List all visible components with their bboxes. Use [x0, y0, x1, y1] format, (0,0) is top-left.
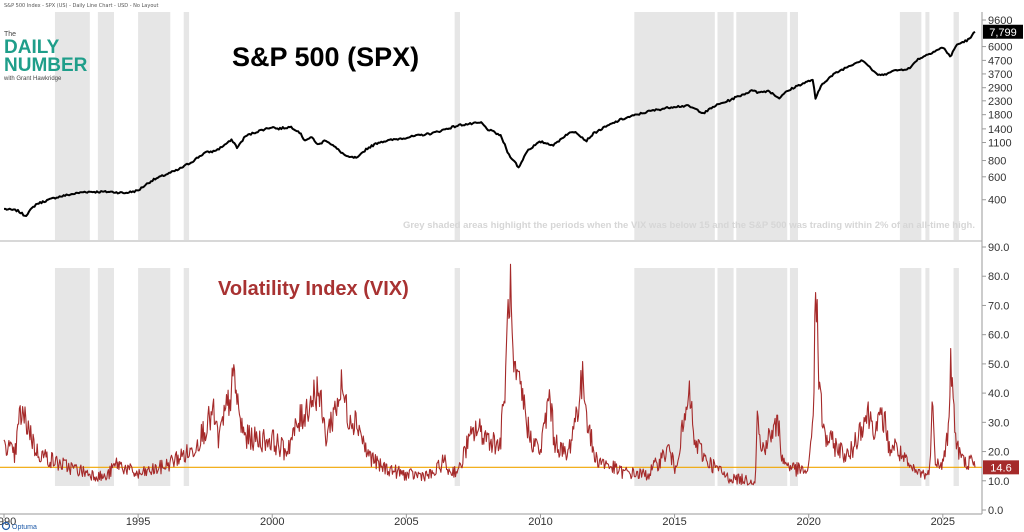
brand-daily: DAILY [4, 37, 60, 58]
shaded-period [138, 12, 171, 240]
shaded-period [97, 12, 114, 240]
vix-tick-label: 50.0 [988, 359, 1009, 371]
time-tick-label: 2025 [931, 516, 955, 528]
vix-tick-label: 10.0 [988, 476, 1009, 488]
spx-title: S&P 500 (SPX) [232, 42, 419, 72]
time-tick-label: 2020 [796, 516, 820, 528]
shaded-period [925, 268, 930, 486]
time-tick-label: 2000 [260, 516, 284, 528]
brand-number: NUMBER [4, 55, 88, 76]
vix-last-value-badge: 14.6 [983, 460, 1019, 475]
shaded-period [899, 12, 922, 240]
spx-tick-label: 1800 [988, 110, 1012, 122]
spx-tick-label: 4700 [988, 55, 1012, 67]
spx-tick-label: 9600 [988, 15, 1012, 27]
vix-title: Volatility Index (VIX) [218, 278, 409, 300]
vix-tick-label: 40.0 [988, 388, 1009, 400]
shaded-period [925, 12, 930, 240]
shaded-period [717, 268, 734, 486]
spx-tick-label: 1100 [988, 138, 1012, 150]
shaded-period [789, 12, 798, 240]
spx-tick-label: 800 [988, 156, 1006, 168]
vix-tick-label: 70.0 [988, 300, 1009, 312]
shaded-period [736, 268, 788, 486]
spx-tick-label: 2300 [988, 96, 1012, 108]
shaded-period [736, 12, 788, 240]
shaded-period [899, 268, 922, 486]
time-tick-label: 2015 [662, 516, 686, 528]
vix-tick-label: 0.0 [988, 505, 1003, 517]
shaded-period [54, 12, 90, 240]
shaded-period [183, 268, 190, 486]
brand-logo: The DAILY NUMBER with Grant Hawkridge [3, 31, 88, 82]
spx-last-value-badge: 7,799 [983, 24, 1023, 39]
shaded-period [634, 268, 715, 486]
shaded-period [454, 268, 460, 486]
time-tick-label: 2005 [394, 516, 418, 528]
brand-the: The [4, 31, 16, 38]
spx-tick-label: 3700 [988, 69, 1012, 81]
vix-tick-label: 20.0 [988, 447, 1009, 459]
time-tick-label: 1990 [0, 516, 16, 528]
spx-tick-label: 1400 [988, 124, 1012, 136]
optuma-logo-icon [1, 521, 11, 531]
shaded-period [97, 268, 114, 486]
time-axis-ticks: 1990 1995 2000 2005 2010 2015 2020 2025 [0, 514, 955, 528]
shading-annotation: Grey shaded areas highlight the periods … [403, 220, 975, 231]
spx-tick-label: 400 [988, 195, 1006, 207]
shaded-period [183, 12, 190, 240]
time-tick-label: 1995 [126, 516, 150, 528]
spx-shaded-periods [54, 12, 959, 240]
chart-meta-text: S&P 500 Index - SPX (US) - Daily Line Ch… [4, 3, 159, 9]
shaded-period [717, 12, 734, 240]
shaded-period [138, 268, 171, 486]
vix-series-line [3, 263, 976, 486]
vix-tick-label: 60.0 [988, 330, 1009, 342]
vix-tick-label: 80.0 [988, 271, 1009, 283]
shaded-period [634, 12, 715, 240]
shaded-period [54, 268, 90, 486]
optuma-label: Optuma [12, 524, 37, 531]
vix-shaded-periods [54, 268, 959, 486]
time-tick-label: 2010 [528, 516, 552, 528]
shaded-period [953, 268, 959, 486]
vix-tick-label: 30.0 [988, 417, 1009, 429]
spx-tick-label: 2900 [988, 83, 1012, 95]
spx-tick-label: 6000 [988, 42, 1012, 54]
shaded-period [789, 268, 798, 486]
vix-last-value: 14.6 [990, 462, 1011, 474]
spx-last-value: 7,799 [989, 27, 1017, 39]
spx-series-line [4, 30, 976, 217]
footer-brand: Optuma [1, 521, 37, 531]
shaded-period [953, 12, 959, 240]
vix-axis-ticks: 90.0 80.0 70.0 60.0 50.0 40.0 30.0 20.0 10.0 0.0 [982, 242, 1009, 517]
vix-tick-label: 90.0 [988, 242, 1009, 254]
spx-tick-label: 600 [988, 172, 1006, 184]
brand-tagline: with Grant Hawkridge [3, 76, 62, 82]
